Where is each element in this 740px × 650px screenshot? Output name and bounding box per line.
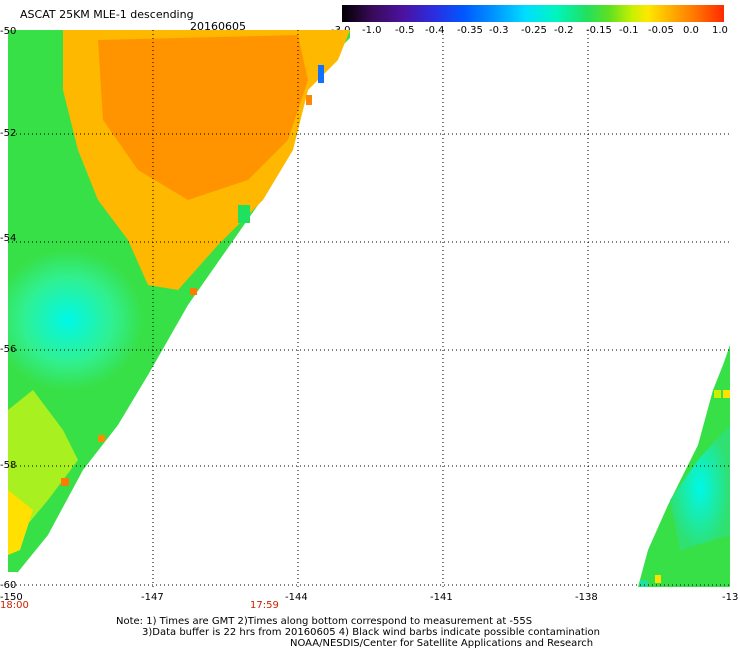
colorbar-label: -0.2 xyxy=(554,25,574,36)
lon-label: -141 xyxy=(430,592,453,603)
note-line-2: 3)Data buffer is 22 hrs from 20160605 4)… xyxy=(142,627,600,638)
map-plot-area xyxy=(8,30,730,587)
lat-label: -54 xyxy=(0,233,17,244)
map-title: ASCAT 25KM MLE-1 descending xyxy=(20,8,194,21)
lon-label: -144 xyxy=(285,592,308,603)
time-label-left: 18:00 xyxy=(0,600,29,611)
lon-label: -150 xyxy=(0,592,23,603)
lon-label: -138 xyxy=(575,592,598,603)
lat-label: -60 xyxy=(0,580,17,591)
colorbar-label: -0.1 xyxy=(619,25,639,36)
colorbar-label: -0.5 xyxy=(395,25,415,36)
lat-label: -50 xyxy=(0,26,17,37)
swath-right xyxy=(638,345,730,587)
map-date: 20160605 xyxy=(190,20,246,33)
note-line-3: NOAA/NESDIS/Center for Satellite Applica… xyxy=(290,638,594,649)
colorbar-label: 0.0 xyxy=(683,25,699,36)
colorbar-label: -0.15 xyxy=(586,25,612,36)
colorbar-label: -0.35 xyxy=(457,25,483,36)
lon-label: -147 xyxy=(141,592,164,603)
lon-label: -13 xyxy=(722,592,739,603)
colorbar-label: -0.3 xyxy=(489,25,509,36)
colorbar-label: -0.4 xyxy=(425,25,445,36)
lat-label: -58 xyxy=(0,460,17,471)
time-label-middle: 17:59 xyxy=(250,600,279,611)
colorbar-label: -1.0 xyxy=(362,25,382,36)
lat-label: -52 xyxy=(0,128,17,139)
note-line-1: Note: 1) Times are GMT 2)Times along bot… xyxy=(116,616,533,627)
colorbar xyxy=(342,5,724,22)
swath-left xyxy=(8,30,350,572)
colorbar-label: -0.05 xyxy=(648,25,674,36)
colorbar-label: -0.25 xyxy=(521,25,547,36)
map-grid xyxy=(8,30,730,587)
colorbar-label: 1.0 xyxy=(712,25,728,36)
lat-label: -56 xyxy=(0,344,17,355)
